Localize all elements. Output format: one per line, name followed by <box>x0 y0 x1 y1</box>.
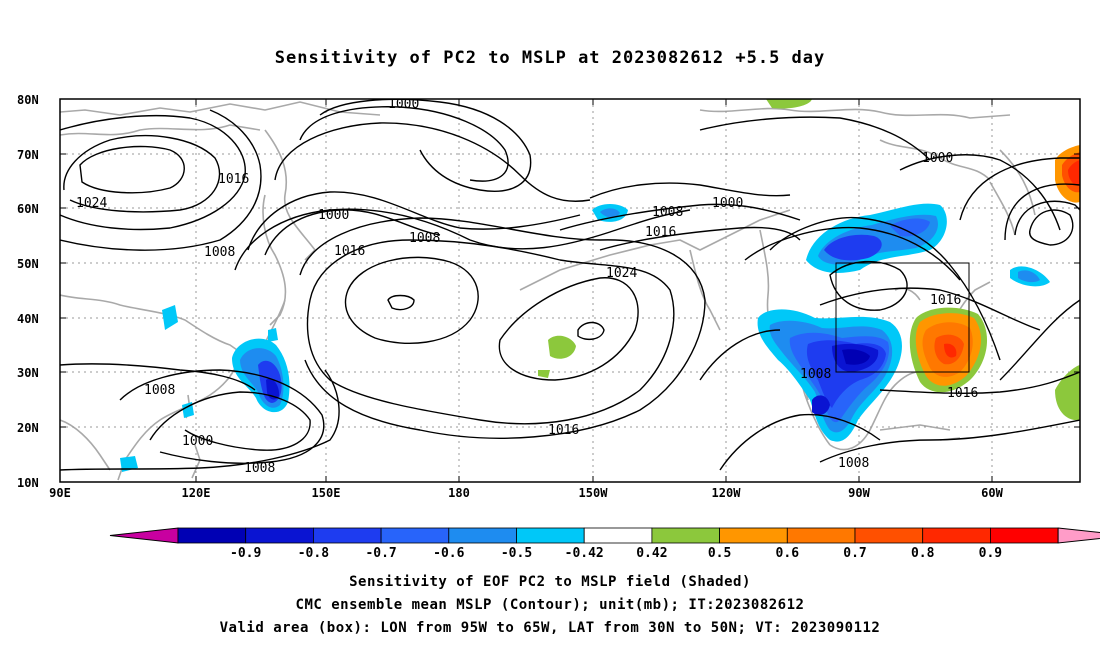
shade-small-3 <box>120 456 138 472</box>
lon-label-60w: 60W <box>981 486 1003 500</box>
lat-label-50n: 50N <box>17 257 39 271</box>
shade-us-deepest <box>842 349 870 365</box>
contour-label: 1008 <box>244 461 275 476</box>
colorbar-tick-label: 0.8 <box>911 546 935 561</box>
lat-label-60n: 60N <box>17 202 39 216</box>
contour-label: 1024 <box>76 196 107 211</box>
contour-label: 1008 <box>144 383 175 398</box>
colorbar-end-high <box>1057 527 1100 544</box>
map-frame <box>59 98 1081 483</box>
colorbar-swatch <box>583 527 653 544</box>
grid <box>60 99 1080 482</box>
lat-label-30n: 30N <box>17 366 39 380</box>
colorbar-swatch <box>651 527 721 544</box>
contour-label: 1016 <box>334 244 365 259</box>
shade-east-green <box>1055 365 1080 421</box>
colorbar: -0.9 -0.8 -0.7 -0.6 -0.5 -0.42 0.42 0.5 0.6 0.7 0.… <box>109 527 1100 561</box>
colorbar-tick-label: -0.42 <box>565 546 604 561</box>
colorbar-swatch <box>312 527 382 544</box>
contour-label: 1016 <box>947 386 978 401</box>
colorbar-swatch <box>990 527 1059 544</box>
contour-label: 1008 <box>204 245 235 260</box>
colorbar-swatch <box>922 527 991 544</box>
colorbar-tick-label: -0.9 <box>230 546 261 561</box>
shade-labrador-mid <box>1018 270 1040 283</box>
contour-label: 1016 <box>548 423 579 438</box>
lon-label-120w: 120W <box>712 486 742 500</box>
colorbar-tick-label: -0.5 <box>501 546 532 561</box>
lon-label-120e: 120E <box>182 486 211 500</box>
shade-small-4 <box>268 328 278 342</box>
shade-japan-core <box>266 378 280 400</box>
lat-label-40n: 40N <box>17 312 39 326</box>
lat-labels: 80N 70N 60N 50N 40N 30N 20N 10N <box>17 93 39 490</box>
contour-label: 1000 <box>182 434 213 449</box>
contour-label: 1000 <box>318 208 349 223</box>
contour-label-group: 1000 1016 1024 1008 1000 1016 1008 1008 … <box>76 97 978 476</box>
mslp-contours <box>60 99 1080 471</box>
colorbar-tick-label: -0.6 <box>433 546 464 561</box>
colorbar-tick-label: 0.7 <box>843 546 866 561</box>
colorbar-swatch <box>380 527 450 544</box>
colorbar-swatch <box>448 527 517 544</box>
contour-label: 1000 <box>712 196 743 211</box>
colorbar-swatch <box>245 527 314 544</box>
shade-pacific-green <box>548 335 576 359</box>
shade-canada-inner <box>824 234 882 261</box>
colorbar-swatch <box>177 527 247 544</box>
shade-canada-inner-2 <box>890 218 930 237</box>
lat-label-10n: 10N <box>17 476 39 490</box>
colorbar-swatch <box>516 527 585 544</box>
contour-label: 1008 <box>800 367 831 382</box>
colorbar-tick-label: 0.5 <box>708 546 731 561</box>
contour-label: 1008 <box>838 456 869 471</box>
colorbar-tick-label: -0.7 <box>365 546 396 561</box>
contour-label: 1000 <box>388 97 419 112</box>
lon-label-150w: 150W <box>579 486 609 500</box>
lon-label-90w: 90W <box>848 486 870 500</box>
shade-arctic-green <box>766 99 812 109</box>
contour-label: 1024 <box>606 266 637 281</box>
shade-small-2 <box>182 402 194 418</box>
lon-label-90e: 90E <box>49 486 71 500</box>
shaded-sensitivity <box>120 99 1080 472</box>
colorbar-end-low <box>109 527 179 544</box>
contour-label: 1008 <box>652 205 683 220</box>
figure-title: Sensitivity of PC2 to MSLP at 2023082612… <box>274 48 826 68</box>
lon-labels: 90E 120E 150E 180 150W 120W 90W 60W <box>49 486 1003 500</box>
lat-label-70n: 70N <box>17 148 39 162</box>
colorbar-swatch <box>854 527 924 544</box>
lat-label-20n: 20N <box>17 421 39 435</box>
shade-small-1 <box>162 305 178 330</box>
colorbar-tick-label: 0.42 <box>636 546 667 561</box>
lon-label-180: 180 <box>448 486 470 500</box>
tick-marks <box>60 98 1080 483</box>
footer-line-2: CMC ensemble mean MSLP (Contour); unit(m… <box>295 597 805 613</box>
shade-gulf-blob <box>812 395 830 416</box>
contour-label: 1008 <box>409 231 440 246</box>
footer-line-3: Valid area (box): LON from 95W to 65W, L… <box>219 620 881 636</box>
contour-label: 1016 <box>645 225 676 240</box>
lat-label-80n: 80N <box>17 93 39 107</box>
colorbar-swatch <box>786 527 856 544</box>
colorbar-tick-label: 0.6 <box>776 546 800 561</box>
shade-atlantic-core <box>944 343 957 358</box>
footer-line-1: Sensitivity of EOF PC2 to MSLP field (Sh… <box>349 574 751 590</box>
shade-pacific-green-2 <box>538 370 550 378</box>
colorbar-tick-label: -0.8 <box>298 546 329 561</box>
colorbar-swatch <box>719 527 788 544</box>
valid-area-box <box>835 262 970 373</box>
lon-label-150e: 150E <box>312 486 341 500</box>
contour-label: 1000 <box>922 151 953 166</box>
colorbar-tick-label: 0.9 <box>979 546 1002 561</box>
shade-aleutian-mid <box>600 208 620 218</box>
contour-label: 1016 <box>930 293 961 308</box>
contour-label: 1016 <box>218 172 249 187</box>
shade-greenland-core <box>1068 160 1080 186</box>
